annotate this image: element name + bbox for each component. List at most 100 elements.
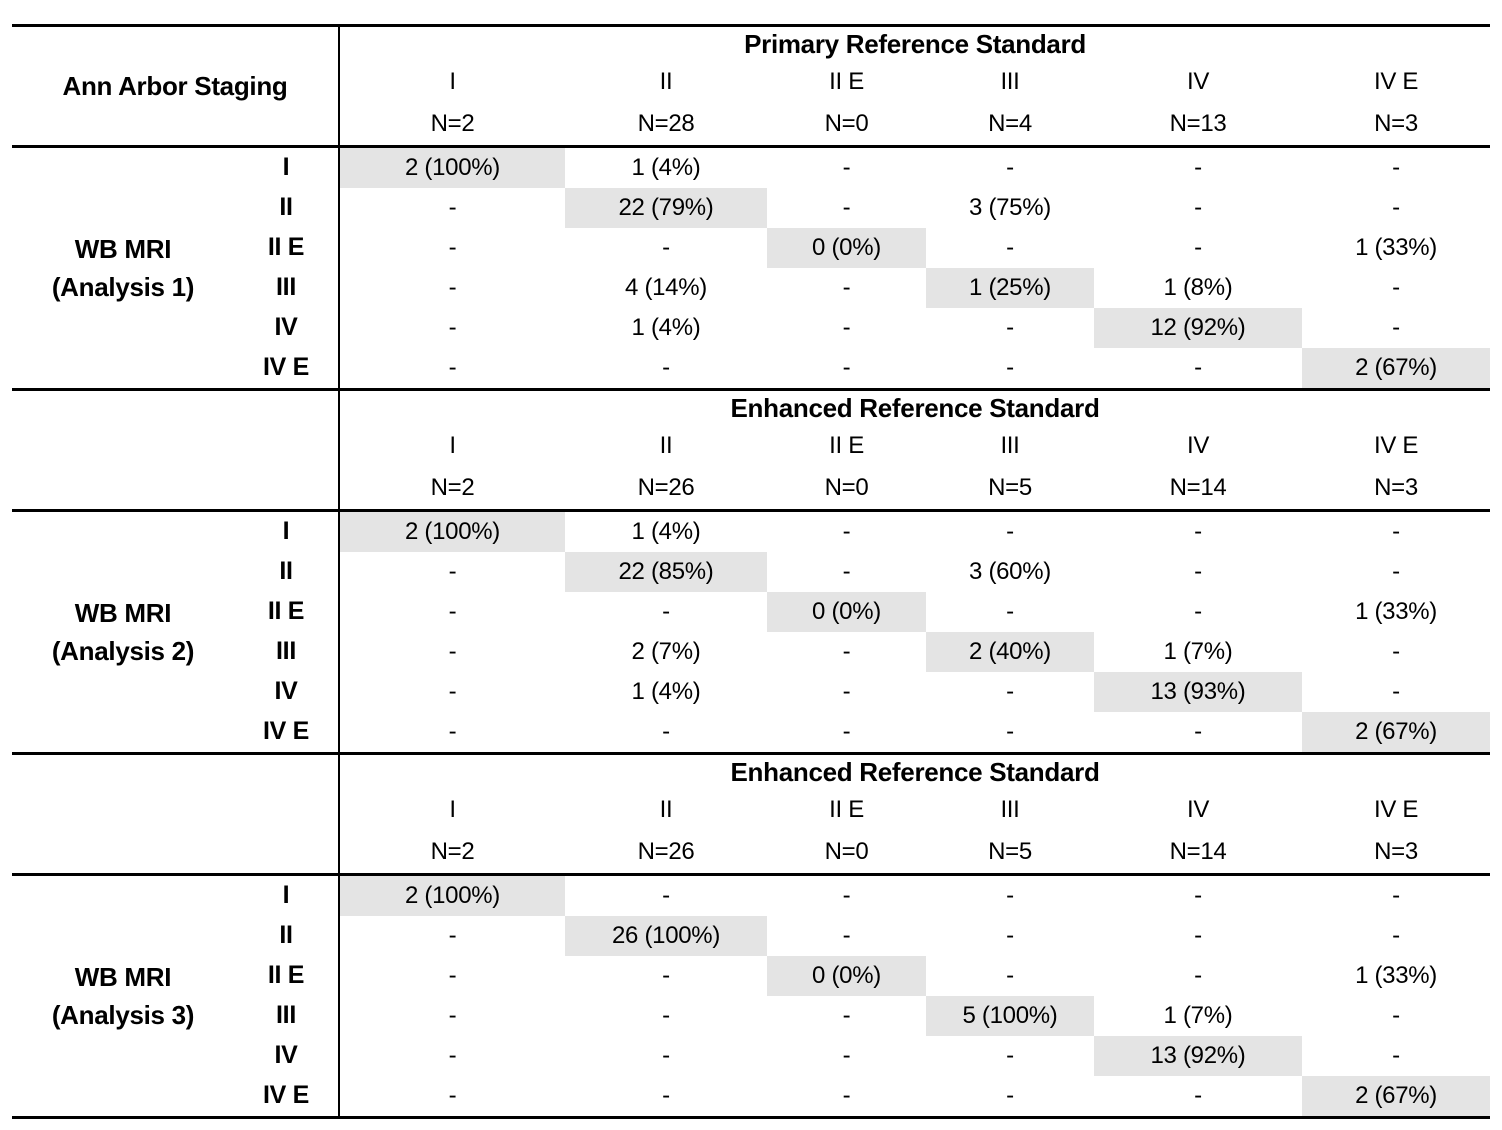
agreement-cell: 1 (33%) (1355, 961, 1437, 989)
agreement-cell: - (1194, 353, 1202, 381)
agreement-cell: - (1392, 677, 1400, 705)
table-body: Ann Arbor Staging Primary Reference Stand… (12, 24, 1491, 1118)
agreement-cell-highlighted: 12 (92%) (1094, 308, 1302, 348)
row-stage-label: I (234, 874, 340, 916)
agreement-cell: - (1194, 961, 1202, 989)
agreement-cell: - (842, 273, 851, 301)
agreement-cell: - (1392, 557, 1400, 585)
agreement-cell: - (1392, 153, 1400, 181)
agreement-cell: - (1194, 921, 1202, 949)
row-stage-label: II (234, 552, 340, 592)
agreement-cell: - (1006, 233, 1014, 261)
agreement-cell: - (1194, 193, 1202, 221)
corner-header: Ann Arbor Staging (12, 24, 340, 148)
analysis-group-line1: WB MRI (74, 962, 172, 992)
analysis-group-label: WB MRI (Analysis 2) (12, 511, 234, 754)
analysis-group-line2: (Analysis 2) (51, 636, 195, 666)
agreement-cell: - (1392, 313, 1400, 341)
agreement-cell: 1 (4%) (631, 313, 701, 341)
agreement-cell: 1 (4%) (631, 677, 701, 705)
table-row: II - 22 (79%) - 3 (75%) - - (12, 188, 1490, 228)
column-count: N=4 (926, 103, 1094, 148)
corner-spacer (12, 752, 340, 876)
column-stage-header: I (449, 431, 456, 459)
column-count-row: N=2 N=28 N=0 N=4 N=13 N=3 (12, 103, 1491, 148)
agreement-cell: - (1392, 1001, 1400, 1029)
agreement-cell-highlighted: 0 (0%) (767, 228, 926, 268)
agreement-cell-highlighted: 22 (85%) (565, 552, 767, 592)
row-stage-label: I (234, 146, 340, 188)
row-stage-label: III (234, 996, 340, 1036)
column-count-row: N=2 N=26 N=0 N=5 N=14 N=3 (12, 467, 1491, 512)
agreement-cell: - (448, 233, 457, 261)
agreement-cell-highlighted: 1 (25%) (926, 268, 1094, 308)
agreement-cell: - (448, 637, 457, 665)
agreement-cell: - (842, 881, 851, 909)
agreement-cell: - (842, 921, 851, 949)
agreement-cell-highlighted: 2 (100%) (339, 510, 565, 552)
agreement-cell: - (662, 233, 670, 261)
agreement-cell: - (842, 637, 851, 665)
agreement-cell-highlighted: 2 (40%) (926, 632, 1094, 672)
column-stage-header: II (659, 431, 673, 459)
agreement-cell: - (1006, 353, 1014, 381)
table-row: II - 26 (100%) - - - - (12, 916, 1490, 956)
agreement-cell: - (662, 717, 670, 745)
column-stage-header: IV E (1373, 795, 1419, 823)
row-stage-label: IV E (234, 712, 340, 754)
agreement-cell: - (448, 961, 457, 989)
column-count: N=3 (1302, 103, 1491, 148)
agreement-cell: - (1392, 1041, 1400, 1069)
agreement-cell: - (1392, 921, 1400, 949)
agreement-cell: - (448, 1041, 457, 1069)
row-stage-label: IV E (234, 1076, 340, 1118)
table-row: II - 22 (85%) - 3 (60%) - - (12, 552, 1490, 592)
table-row: II E - - 0 (0%) - - 1 (33%) (12, 228, 1490, 268)
agreement-cell-highlighted: 2 (67%) (1302, 1076, 1491, 1118)
agreement-cell: - (1392, 273, 1400, 301)
ann-arbor-staging-table: Ann Arbor Staging Primary Reference Stand… (12, 24, 1491, 1119)
column-stage-header: IV (1186, 67, 1210, 95)
column-count: N=0 (767, 103, 926, 148)
row-stage-label: IV (234, 672, 340, 712)
row-stage-label: III (234, 632, 340, 672)
reference-standard-title: Primary Reference Standard (339, 24, 1491, 61)
agreement-cell: - (662, 1041, 670, 1069)
agreement-cell: - (1392, 193, 1400, 221)
row-stage-label: I (234, 510, 340, 552)
agreement-cell: 1 (4%) (631, 517, 701, 545)
agreement-cell: - (1006, 921, 1014, 949)
table-row: IV E - - - - - 2 (67%) (12, 1076, 1491, 1118)
column-stage-header: I (449, 795, 456, 823)
agreement-cell: - (1392, 637, 1400, 665)
table-row: II E - - 0 (0%) - - 1 (33%) (12, 592, 1490, 632)
agreement-cell: - (1194, 881, 1202, 909)
column-count: N=2 (339, 467, 565, 512)
column-count: N=14 (1094, 467, 1302, 512)
analysis-group-line1: WB MRI (74, 234, 172, 264)
agreement-cell: 1 (4%) (631, 153, 701, 181)
column-count: N=14 (1094, 831, 1302, 876)
column-stage-header-row: I II II E III IV IV E (12, 425, 1490, 467)
agreement-cell: - (662, 881, 670, 909)
agreement-cell: - (662, 1081, 670, 1109)
column-stage-header: IV E (1373, 431, 1419, 459)
row-stage-label: III (234, 268, 340, 308)
agreement-cell: - (1006, 961, 1014, 989)
row-stage-label: IV E (234, 348, 340, 390)
analysis-group-label: WB MRI (Analysis 3) (12, 875, 234, 1118)
agreement-cell: - (842, 557, 851, 585)
column-stage-header: IV (1186, 431, 1210, 459)
column-stage-header: II E (829, 67, 864, 95)
agreement-cell: - (1006, 517, 1014, 545)
table-row: III - - - 5 (100%) 1 (7%) - (12, 996, 1490, 1036)
agreement-cell: - (1194, 717, 1202, 745)
agreement-cell: - (842, 1041, 851, 1069)
reference-standard-title: Enhanced Reference Standard (339, 388, 1491, 425)
row-stage-label: II (234, 188, 340, 228)
agreement-cell: - (842, 677, 851, 705)
column-stage-header: III (1000, 795, 1020, 823)
agreement-cell: 4 (14%) (625, 273, 707, 301)
column-count: N=3 (1302, 831, 1491, 876)
column-count: N=2 (339, 103, 565, 148)
